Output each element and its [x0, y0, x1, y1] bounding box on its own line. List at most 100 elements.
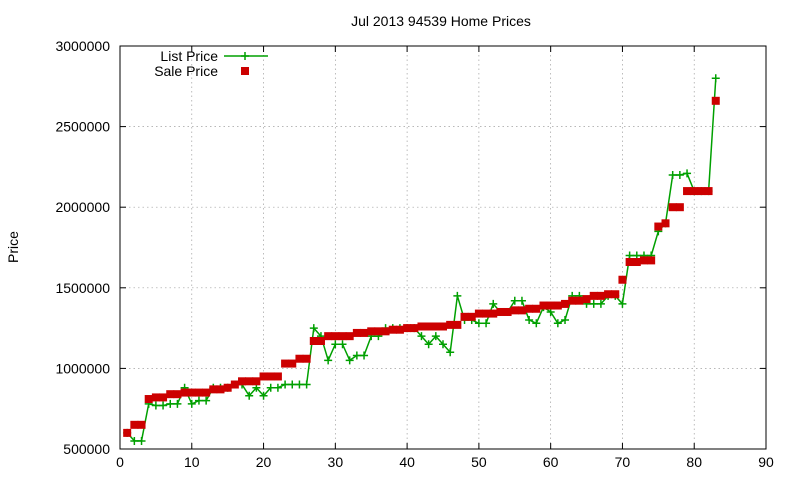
sale-price-point	[302, 354, 311, 363]
sale-price-point	[639, 256, 648, 265]
sale-price-point	[410, 324, 419, 333]
sale-price-point	[273, 372, 282, 381]
list-price-point	[166, 399, 175, 408]
sale-price-point	[446, 320, 455, 329]
sale-price-point	[474, 309, 483, 318]
list-price-point	[266, 383, 275, 392]
sale-price-point	[209, 385, 218, 394]
sale-price-point	[338, 332, 347, 341]
sale-price-point	[403, 324, 412, 333]
x-tick-label: 20	[256, 454, 272, 470]
list-price-point	[360, 351, 369, 360]
legend: List Price Sale Price	[154, 48, 268, 79]
sale-price-point	[482, 309, 491, 318]
sale-price-point	[123, 428, 132, 437]
sale-price-point	[632, 258, 641, 267]
sale-price-point	[503, 307, 512, 316]
sale-price-point	[525, 304, 534, 313]
sale-price-point	[309, 336, 318, 345]
list-price-point	[187, 399, 196, 408]
sale-price-point	[166, 390, 175, 399]
sale-price-point	[245, 377, 254, 386]
list-price-point	[446, 348, 455, 357]
list-price-point	[202, 396, 211, 405]
sale-price-point	[704, 187, 713, 196]
sale-price-point	[568, 296, 577, 305]
sale-price-point	[352, 328, 361, 337]
sale-price-point	[668, 203, 677, 212]
sale-price-point	[539, 301, 548, 310]
sale-price-point	[589, 291, 598, 300]
y-axis-label: Price	[5, 231, 21, 263]
sale-price-point	[173, 390, 182, 399]
list-price-point	[345, 356, 354, 365]
list-price-point	[245, 391, 254, 400]
x-tick-label: 50	[471, 454, 487, 470]
sale-price-point	[223, 383, 232, 392]
list-price-point	[561, 316, 570, 325]
sale-price-point	[345, 332, 354, 341]
sale-price-point	[388, 325, 397, 334]
axis-ticks: 0 10 20 30 40 50 60 70 80 90 500000 1000000 1500000 2…	[55, 38, 774, 470]
list-price-point	[482, 319, 491, 328]
list-price-point	[711, 74, 720, 83]
sale-price-point	[647, 256, 656, 265]
sale-price-point	[130, 420, 139, 429]
plot-frame	[119, 45, 767, 450]
sale-price-point	[281, 359, 290, 368]
sale-price-point	[625, 258, 634, 267]
sale-price-point	[159, 393, 168, 402]
sale-price-point	[596, 291, 605, 300]
sale-price-point	[259, 372, 268, 381]
sale-price-point	[202, 388, 211, 397]
sale-price-point	[252, 377, 261, 386]
sale-price-point	[151, 393, 160, 402]
list-price-point	[675, 170, 684, 179]
y-tick-label: 500000	[63, 441, 110, 457]
sale-price-point	[238, 377, 247, 386]
sale-price-point	[137, 420, 146, 429]
sale-price-point	[360, 328, 369, 337]
legend-marker-sale-price	[241, 67, 249, 75]
list-price-point	[453, 291, 462, 300]
sale-price-point	[654, 222, 663, 231]
sale-price-point	[144, 395, 153, 404]
list-price-point	[302, 380, 311, 389]
sale-price-point	[604, 290, 613, 299]
sale-price-point	[187, 388, 196, 397]
sale-price-series	[123, 96, 720, 437]
list-price-point	[273, 383, 282, 392]
list-price-point	[159, 401, 168, 410]
list-price-point	[137, 436, 146, 445]
sale-price-point	[661, 219, 670, 228]
sale-price-point	[367, 327, 376, 336]
legend-marker-list-price	[241, 52, 249, 60]
sale-price-point	[381, 327, 390, 336]
x-tick-label: 80	[686, 454, 702, 470]
list-price-point	[424, 340, 433, 349]
sale-price-point	[374, 327, 383, 336]
sale-price-point	[395, 325, 404, 334]
list-price-point	[525, 316, 534, 325]
sale-price-point	[546, 301, 555, 310]
list-price-point	[532, 319, 541, 328]
sale-price-point	[675, 203, 684, 212]
list-price-point	[288, 380, 297, 389]
list-price-point	[439, 340, 447, 349]
sale-price-point	[582, 295, 591, 304]
list-price-point	[668, 170, 677, 179]
sale-price-point	[611, 290, 620, 299]
legend-label-list-price: List Price	[160, 48, 218, 64]
list-price-point	[489, 299, 498, 308]
list-price-point	[683, 169, 692, 178]
sale-price-point	[324, 332, 333, 341]
list-price-point	[431, 332, 440, 341]
list-price-point	[281, 380, 290, 389]
list-price-point	[618, 299, 627, 308]
x-tick-label: 10	[184, 454, 200, 470]
y-tick-label: 2500000	[55, 119, 110, 135]
sale-price-point	[295, 354, 304, 363]
x-tick-label: 0	[116, 454, 124, 470]
list-price-point	[324, 356, 333, 365]
sale-price-point	[618, 275, 627, 284]
